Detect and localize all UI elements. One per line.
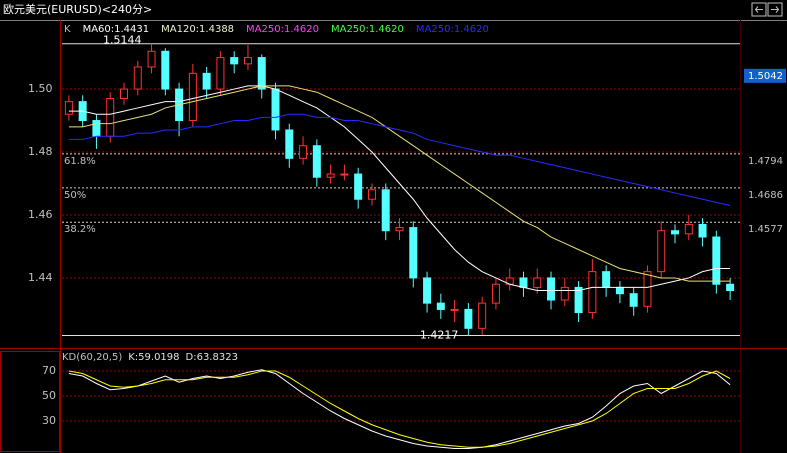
- next-icon: [771, 6, 780, 13]
- candle-body: [464, 308, 473, 329]
- y-tick-label: 1.50: [28, 82, 53, 95]
- candle-body: [202, 72, 211, 90]
- candle-body: [119, 88, 128, 100]
- candle-body: [712, 236, 721, 285]
- legend-entry: D:63.8323: [186, 352, 238, 363]
- next-button[interactable]: [767, 2, 783, 17]
- candle-body: [684, 223, 693, 235]
- candle-body: [64, 101, 73, 115]
- fib-label: 61.8%: [64, 156, 96, 167]
- y-tick-label: 70: [42, 364, 56, 377]
- legend-entry: MA250:1.4620: [246, 24, 319, 35]
- y-tick-label: 30: [42, 414, 56, 427]
- candle-body: [188, 72, 197, 122]
- candle-body: [450, 308, 459, 311]
- candle-body: [478, 302, 487, 329]
- extreme-label: 1.4217: [420, 329, 459, 342]
- candle-body: [547, 277, 556, 301]
- candle-body: [491, 283, 500, 304]
- legend-entry: K:59.0198: [128, 352, 179, 363]
- candle-body: [161, 50, 170, 90]
- candle-body: [147, 50, 156, 68]
- candle-body: [602, 271, 611, 288]
- y-tick-label: 1.46: [28, 208, 53, 221]
- candle-body: [671, 230, 680, 235]
- candle-body: [409, 227, 418, 279]
- candle-body: [698, 223, 707, 238]
- candle-body: [533, 277, 542, 288]
- ma-line: [68, 85, 731, 282]
- extreme-label: 1.5144: [103, 34, 142, 47]
- candle-body: [436, 302, 445, 310]
- y-tick-label: 1.48: [28, 145, 53, 158]
- candle-body: [615, 286, 624, 295]
- prev-button[interactable]: [751, 2, 767, 17]
- legend-entry: MA120:1.4388: [161, 24, 234, 35]
- candle-body: [395, 227, 404, 232]
- candle-body: [423, 277, 432, 304]
- candle-body: [354, 173, 363, 200]
- candle-body: [588, 271, 597, 314]
- kd-line: [68, 369, 731, 449]
- candle-body: [92, 120, 101, 137]
- candle-body: [243, 57, 252, 65]
- candle-body: [271, 88, 280, 131]
- candle-body: [106, 98, 115, 137]
- candle-body: [574, 286, 583, 314]
- kd-side-box: [0, 351, 60, 452]
- legend-entry: MA250:1.4620: [416, 24, 489, 35]
- candle-body: [299, 145, 308, 159]
- candle-body: [312, 145, 321, 178]
- last-price: 1.5042: [748, 71, 783, 82]
- candle-body: [133, 66, 142, 90]
- candle-body: [340, 173, 349, 176]
- candle-body: [257, 57, 266, 90]
- legend-entry: MA250:1.4620: [331, 24, 404, 35]
- fib-value: 1.4686: [748, 190, 783, 201]
- candle-body: [643, 271, 652, 307]
- candle-body: [326, 173, 335, 178]
- ma-line: [68, 85, 731, 292]
- candle-body: [367, 189, 376, 200]
- candle-body: [285, 129, 294, 159]
- legend-entry: MA60:1.4431: [83, 24, 150, 35]
- kd-line: [68, 370, 731, 448]
- candle-body: [726, 283, 735, 292]
- candle-body: [519, 277, 528, 288]
- candle-body: [657, 230, 666, 273]
- last-price-box: [744, 68, 786, 83]
- candle-body: [230, 57, 239, 65]
- candle-body: [381, 189, 390, 232]
- window-title: 欧元美元(EURUSD)<240分>: [3, 3, 152, 16]
- ma-line: [68, 113, 731, 207]
- y-tick-label: 1.44: [28, 271, 53, 284]
- candle-body: [629, 293, 638, 307]
- candle-body: [560, 286, 569, 301]
- fib-value: 1.4577: [748, 224, 783, 235]
- fib-value: 1.4794: [748, 156, 783, 167]
- legend-entry: K: [64, 24, 71, 35]
- legend-entry: KD(60,20,5): [62, 352, 122, 363]
- fib-label: 50%: [64, 190, 86, 201]
- y-tick-label: 50: [42, 389, 56, 402]
- prev-icon: [754, 6, 763, 13]
- candle-body: [216, 57, 225, 90]
- fib-label: 38.2%: [64, 224, 96, 235]
